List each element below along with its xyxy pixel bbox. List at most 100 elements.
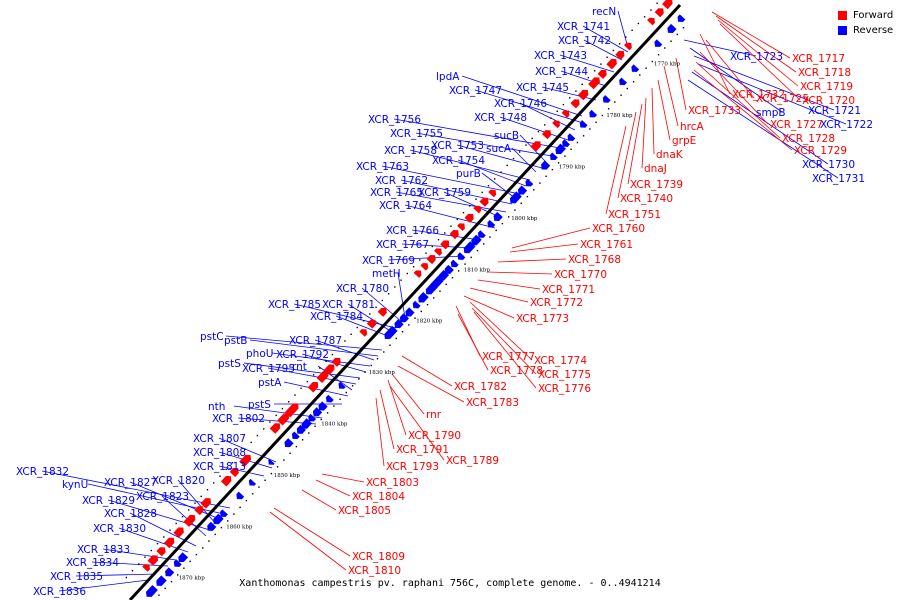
position-mark: [433, 297, 435, 299]
position-mark: [420, 310, 422, 313]
forward-gene-label: XCR_1775: [538, 369, 591, 381]
position-mark: [331, 353, 334, 356]
leader-line: [400, 179, 513, 205]
reverse-gene-label: XCR_1756: [368, 114, 421, 126]
reverse-gene-label: XCR_1835: [50, 571, 103, 583]
position-mark: [395, 337, 397, 340]
position-mark: [189, 560, 191, 563]
reverse-gene: [541, 160, 551, 170]
reverse-gene-label: pstS: [218, 358, 241, 370]
reverse-swatch: [838, 26, 847, 35]
leader-line: [687, 79, 839, 179]
position-mark: [525, 144, 527, 146]
leader-line: [511, 227, 591, 249]
position-mark: [575, 90, 577, 92]
forward-gene: [440, 240, 450, 250]
reverse-gene: [457, 252, 466, 260]
reverse-gene: [207, 521, 217, 531]
leader-line: [582, 25, 629, 53]
reverse-gene: [220, 509, 228, 517]
forward-gene-label: XCR_1809: [352, 551, 405, 563]
position-mark: [337, 347, 340, 349]
forward-gene: [229, 467, 239, 477]
forward-gene-label: XCR_1776: [538, 383, 591, 395]
leader-line: [469, 287, 529, 303]
position-mark: [519, 151, 521, 153]
forward-gene: [570, 99, 580, 109]
forward-gene-label: XCR_1777: [482, 351, 535, 363]
leader-line: [411, 229, 481, 241]
forward-gene-label: XCR_1783: [466, 397, 519, 409]
forward-gene: [577, 89, 589, 101]
leader-line: [487, 271, 553, 275]
reverse-gene: [284, 438, 294, 448]
reverse-gene-label: sucB: [494, 130, 519, 142]
position-mark: [425, 252, 427, 254]
reverse-gene-label: XCR_1781: [322, 299, 375, 311]
position-mark: [245, 499, 248, 502]
position-mark: [462, 212, 465, 214]
forward-gene-label: XCR_1778: [490, 365, 543, 377]
reverse-gene: [338, 381, 346, 389]
leader-line: [375, 397, 385, 467]
position-mark: [564, 155, 566, 157]
position-mark: [514, 209, 516, 211]
gene-features: [142, 0, 686, 597]
reverse-gene: [654, 39, 663, 47]
position-mark: [582, 135, 585, 137]
forward-gene: [597, 69, 607, 79]
reverse-gene-label: XCR_1745: [516, 82, 569, 94]
reverse-gene: [291, 431, 300, 440]
leader-line: [463, 295, 515, 319]
position-mark: [344, 340, 346, 342]
leader-line: [347, 303, 393, 333]
position-mark: [183, 567, 185, 569]
forward-gene: [426, 255, 436, 265]
position-mark: [339, 398, 341, 400]
position-mark: [264, 479, 266, 481]
leader-line: [161, 495, 207, 537]
legend-reverse-label: Reverse: [853, 25, 894, 36]
position-mark: [213, 482, 215, 484]
position-mark: [389, 344, 391, 346]
leader-line: [267, 367, 357, 385]
forward-gene-label: dnaK: [656, 149, 684, 161]
forward-gene: [331, 357, 341, 367]
reverse-gene-label: sucA: [486, 143, 512, 155]
leader-line: [75, 573, 157, 577]
reverse-gene-label: XCR_1721: [808, 105, 861, 117]
position-mark: [481, 191, 483, 194]
leader-line: [397, 272, 406, 319]
reverse-gene: [677, 14, 686, 22]
leader-line: [269, 511, 347, 571]
position-mark: [227, 520, 229, 522]
leader-line: [41, 470, 231, 509]
position-mark: [444, 232, 446, 234]
position-mark: [312, 374, 315, 376]
position-mark: [545, 175, 547, 177]
position-mark: [487, 185, 490, 187]
reverse-gene: [487, 219, 496, 228]
reverse-gene: [318, 401, 328, 411]
reverse-gene-label: XCR_1743: [534, 50, 587, 62]
leader-line: [651, 87, 655, 155]
position-mark: [645, 67, 647, 69]
position-mark: [256, 434, 259, 437]
position-mark: [551, 168, 554, 171]
position-mark: [276, 466, 279, 468]
forward-gene: [464, 213, 474, 223]
forward-gene-label: XCR_1773: [516, 313, 569, 325]
forward-gene-label: XCR_1751: [608, 209, 661, 221]
reverse-gene-label: XCR_1741: [557, 21, 610, 33]
position-mark: [158, 594, 160, 596]
position-mark: [562, 103, 565, 106]
forward-gene: [449, 230, 459, 240]
reverse-gene: [631, 64, 640, 72]
reverse-gene-label: XCR_1792: [276, 349, 329, 361]
reverse-gene-label: XCR_1828: [104, 508, 157, 520]
position-mark: [376, 358, 379, 360]
forward-gene-label: XCR_1719: [800, 81, 853, 93]
position-mark: [320, 418, 322, 421]
leader-line: [509, 243, 579, 253]
forward-gene-label: XCR_1770: [554, 269, 607, 281]
